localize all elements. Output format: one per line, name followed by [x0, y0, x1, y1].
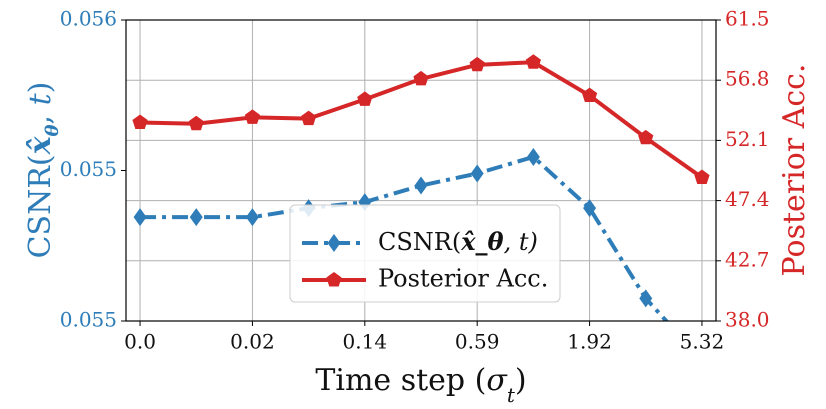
left-axis-title-comma: ,	[23, 105, 58, 124]
right-tick-label: 52.1	[725, 127, 770, 151]
posterior-acc-point	[694, 169, 710, 185]
legend-label-posterior-acc: Posterior Acc.	[378, 265, 548, 293]
right-tick-label: 47.4	[725, 187, 770, 211]
posterior-acc-point	[638, 129, 654, 145]
csnr-point	[526, 147, 540, 166]
x-tick-label: 0.59	[455, 330, 500, 354]
csnr-point	[189, 208, 203, 227]
x-tick-label: 5.32	[680, 330, 725, 354]
posterior-acc-point	[581, 87, 598, 103]
csnr-point	[414, 176, 428, 195]
left-y-ticks: 0.056 0.055 0.055	[60, 7, 126, 332]
legend-label-csnr-math: x̂_θ	[460, 227, 503, 256]
right-tick-label: 38.0	[725, 308, 770, 332]
x-axis-title-subscript: t	[507, 383, 516, 407]
posterior-acc-point	[525, 54, 541, 69]
x-tick-label: 0.0	[124, 330, 156, 354]
left-axis-title-subscript: θ	[42, 124, 63, 136]
x-tick-label: 1.92	[567, 330, 612, 354]
right-y-ticks: 61.5 56.8 52.1 47.4 42.7 38.0	[716, 7, 770, 332]
posterior-acc-point	[301, 110, 317, 126]
left-axis-title-math: x̂	[23, 135, 58, 155]
right-tick-label: 56.8	[725, 67, 770, 91]
csnr-point	[639, 289, 653, 308]
posterior-acc-series	[132, 54, 710, 185]
legend-box	[289, 204, 561, 303]
left-axis-title-prefix: CSNR(	[23, 154, 58, 258]
legend: CSNR(x̂_θ, t) Posterior Acc.	[289, 204, 561, 303]
csnr-point	[133, 208, 147, 227]
legend-handle-csnr	[302, 234, 366, 252]
posterior-acc-point	[244, 109, 261, 124]
legend-label-csnr-prefix: CSNR(	[378, 228, 461, 256]
legend-label-csnr: CSNR(x̂_θ, t)	[378, 227, 538, 256]
posterior-acc-point	[132, 114, 148, 129]
csnr-point	[695, 351, 708, 369]
csnr-point	[470, 164, 484, 183]
left-tick-label: 0.056	[60, 7, 117, 31]
left-tick-label: 0.055	[60, 157, 117, 181]
left-axis-title: CSNR(x̂θ, t)	[23, 82, 63, 259]
legend-label-csnr-suffix: , t)	[504, 228, 538, 256]
posterior-acc-point	[188, 115, 204, 131]
x-tick-label: 0.02	[230, 330, 275, 354]
csnr-point	[245, 208, 259, 227]
x-tick-label: 0.14	[343, 330, 388, 354]
legend-marker-posterior-acc	[326, 272, 342, 287]
x-ticks: 0.0 0.02 0.14 0.59 1.92 5.32	[124, 321, 724, 354]
x-axis-title-close: )	[515, 363, 527, 398]
right-tick-label: 42.7	[725, 247, 770, 271]
posterior-acc-point	[469, 56, 485, 72]
x-axis-title-sigma: σ	[486, 363, 508, 398]
legend-marker-csnr	[327, 234, 341, 252]
x-axis-title: Time step (σt)	[315, 363, 526, 407]
legend-handle-posterior-acc	[302, 272, 366, 287]
right-tick-label: 61.5	[725, 7, 770, 31]
right-axis-title: Posterior Acc.	[777, 64, 812, 277]
csnr-series	[133, 147, 708, 369]
csnr-point	[583, 199, 597, 218]
posterior-acc-point	[413, 70, 429, 86]
left-axis-title-t: t	[23, 92, 58, 105]
x-axis-title-text: Time step (	[315, 363, 486, 398]
left-axis-title-suffix: )	[23, 82, 58, 94]
posterior-acc-point	[357, 91, 373, 106]
left-tick-label: 0.055	[60, 308, 117, 332]
